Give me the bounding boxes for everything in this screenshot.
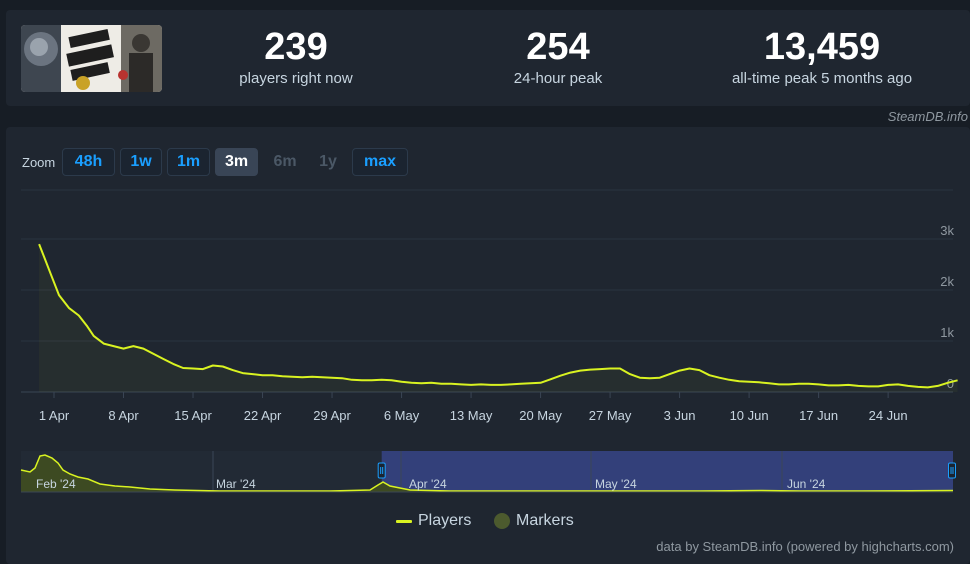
legend-item-players[interactable]: Players (396, 512, 471, 530)
y-axis: 0 1k 2k 3k (940, 223, 954, 391)
markers-legend-label: Markers (516, 512, 574, 529)
x-axis: 1 Apr 8 Apr 15 Apr 22 Apr 29 Apr 6 May 13 May 2… (39, 392, 908, 423)
navigator-label: Jun '24 (787, 477, 826, 491)
navigator-series-line (20, 454, 954, 492)
markers-legend-symbol (494, 513, 510, 529)
y-tick-label: 3k (940, 223, 954, 238)
zoom-label: Zoom (22, 155, 56, 170)
navigator-label: Apr '24 (409, 477, 447, 491)
navigator-handle-right[interactable] (948, 462, 956, 479)
game-thumbnail[interactable] (21, 25, 162, 92)
navigator-selection[interactable] (381, 451, 954, 492)
navigator-label: Feb '24 (36, 477, 76, 491)
navigator-handle-left[interactable] (377, 462, 386, 479)
all-time-peak-value: 13,459 (763, 26, 881, 68)
x-tick-label: 8 Apr (108, 408, 139, 423)
highcharts-credit[interactable]: data by SteamDB.info (powered by highcha… (656, 539, 954, 554)
players-area-fill (39, 244, 958, 392)
players-legend-label: Players (418, 512, 472, 529)
x-tick-label: 29 Apr (313, 408, 351, 423)
day-peak-label: 24-hour peak (513, 70, 603, 87)
navigator-markers-area (21, 455, 953, 492)
steamdb-credit[interactable]: SteamDB.info (887, 109, 968, 124)
current-players-value: 239 (264, 26, 328, 68)
y-tick-label: 0 (947, 376, 954, 391)
zoom-max-button[interactable]: max (352, 148, 408, 176)
day-peak-stat: 254 24-hour peak (483, 26, 633, 87)
current-players-stat: 239 players right now (221, 26, 371, 87)
stats-panel: 239 players right now 254 24-hour peak 1… (6, 10, 970, 106)
zoom-1y-button: 1y (319, 153, 337, 170)
x-tick-label: 10 Jun (730, 408, 769, 423)
x-tick-label: 17 Jun (799, 408, 838, 423)
x-tick-label: 20 May (519, 408, 562, 423)
x-tick-label: 27 May (589, 408, 632, 423)
zoom-3m-button[interactable]: 3m (215, 148, 258, 176)
y-tick-label: 2k (940, 274, 954, 289)
zoom-6m-button: 6m (273, 153, 297, 170)
zoom-1w-button[interactable]: 1w (120, 148, 162, 176)
players-series-line[interactable] (38, 243, 958, 389)
x-tick-label: 22 Apr (244, 408, 282, 423)
day-peak-value: 254 (526, 26, 590, 68)
game-cover-art (21, 25, 162, 92)
chart-gridlines (21, 189, 953, 393)
x-tick-label: 15 Apr (174, 408, 212, 423)
x-tick-label: 24 Jun (869, 408, 908, 423)
all-time-peak-label: all-time peak 5 months ago (731, 70, 913, 87)
y-tick-label: 1k (940, 325, 954, 340)
x-tick-label: 6 May (384, 408, 420, 423)
zoom-48h-button[interactable]: 48h (62, 148, 115, 176)
player-count-chart[interactable]: 0 1k 2k 3k 1 Apr 8 Apr 15 Apr 22 Apr 29 Apr 6 Ma… (0, 0, 970, 440)
navigator-label: Mar '24 (216, 477, 256, 491)
navigator[interactable]: Feb '24 Mar '24 Apr '24 May '24 Jun '24 (0, 440, 970, 500)
players-legend-symbol (396, 519, 412, 523)
x-tick-label: 13 May (450, 408, 493, 423)
legend-item-markers[interactable]: Markers (494, 512, 574, 530)
zoom-1m-button[interactable]: 1m (167, 148, 210, 176)
current-players-label: players right now (239, 70, 353, 87)
navigator-label: May '24 (595, 477, 637, 491)
all-time-peak-stat: 13,459 all-time peak 5 months ago (712, 26, 932, 87)
x-tick-label: 3 Jun (664, 408, 696, 423)
x-tick-label: 1 Apr (39, 408, 70, 423)
